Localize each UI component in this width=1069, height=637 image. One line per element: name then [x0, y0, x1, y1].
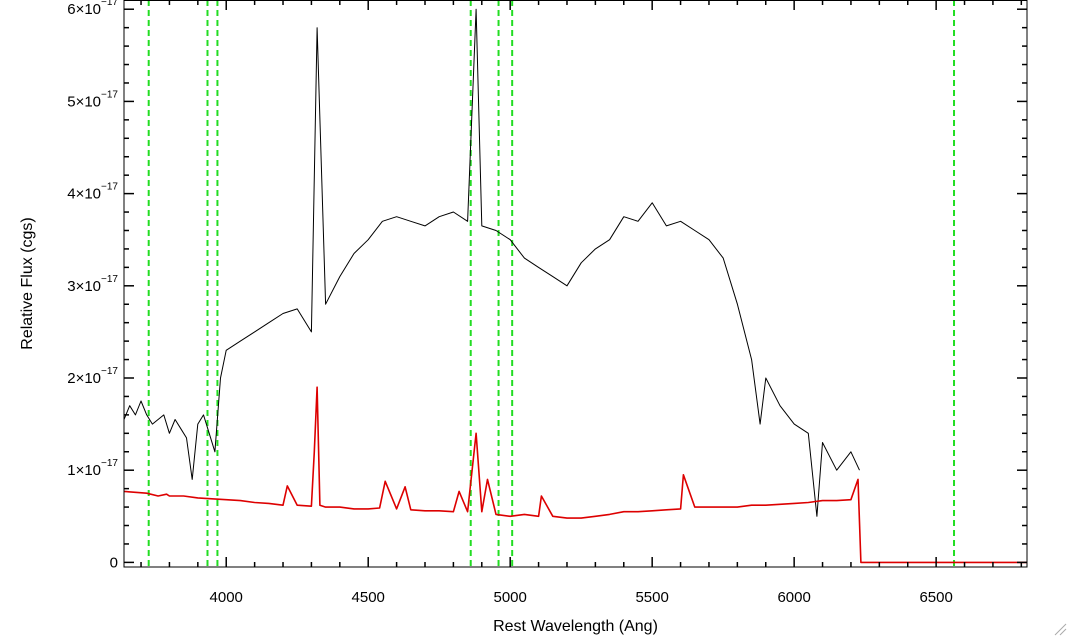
x-tick-label: 5500	[635, 589, 668, 606]
y-tick-label: 3×10−17	[67, 274, 118, 295]
x-tick-label: 5000	[494, 589, 527, 606]
y-tick-label: 4×10−17	[67, 182, 118, 203]
x-tick-label: 4500	[352, 589, 385, 606]
series-line-0	[123, 8, 860, 517]
series-line-1	[123, 386, 1027, 564]
resize-grip-icon[interactable]	[1054, 623, 1067, 636]
y-tick-label: 5×10−17	[67, 89, 118, 110]
y-tick-label: 1×10−17	[67, 458, 118, 479]
x-tick-label: 6000	[777, 589, 810, 606]
x-tick-label: 4000	[210, 589, 243, 606]
x-axis-title: Rest Wavelength (Ang)	[493, 618, 658, 635]
y-tick-label: 6×10−17	[67, 0, 118, 18]
series-layer	[123, 8, 1027, 564]
x-ticks: 4000 4500 5000 5500 6000 6500	[140, 0, 1023, 606]
x-tick-label: 6500	[919, 589, 952, 606]
y-tick-label: 2×10−17	[67, 366, 118, 387]
plot-frame	[123, 0, 1028, 568]
reference-lines	[147, 0, 956, 567]
y-tick-label: 0	[110, 554, 118, 571]
y-axis-title: Relative Flux (cgs)	[19, 217, 36, 349]
y-ticks: 0 1×10−17 2×10−17 3×10−17 4×10−17 5×10−17 6×10…	[67, 0, 1027, 571]
